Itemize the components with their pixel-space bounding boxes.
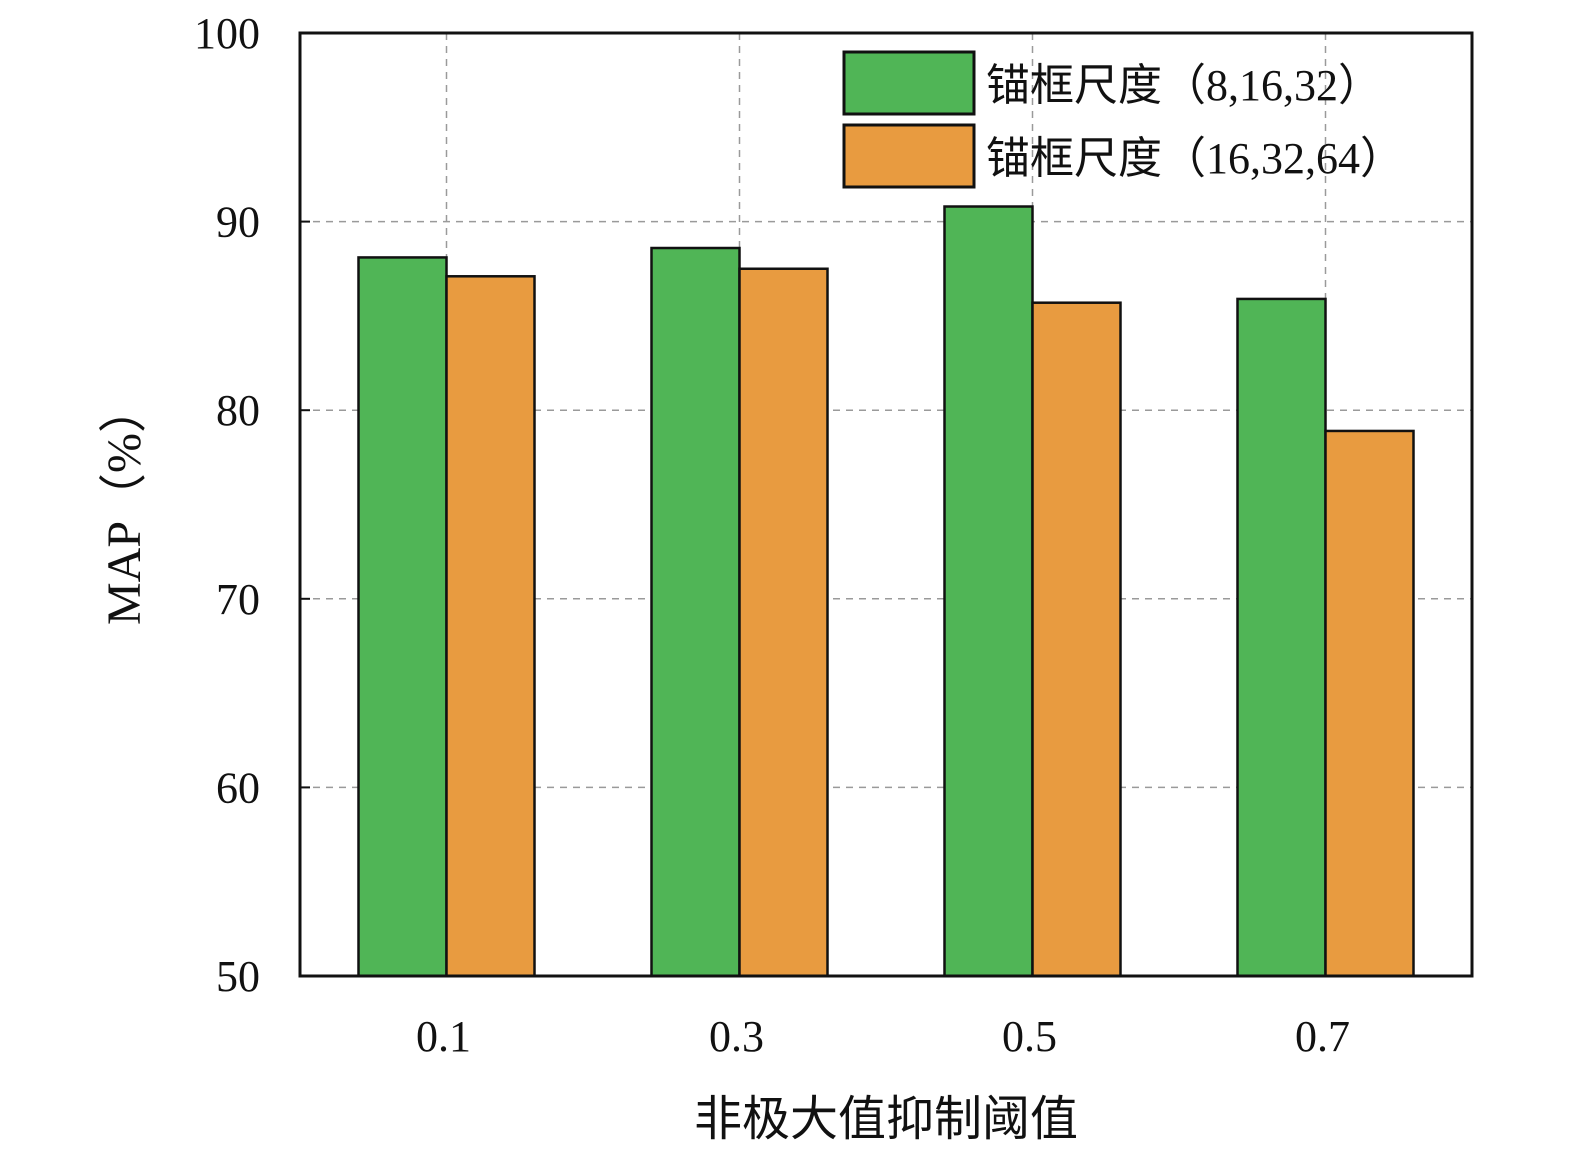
bar-series-2-0.3 [738, 267, 829, 978]
y-tick-label: 60 [216, 763, 260, 812]
bar-series-1-0.3 [650, 246, 741, 978]
y-tick-label: 50 [216, 952, 260, 1001]
legend-swatch-series-1 [842, 50, 976, 116]
y-tick-label: 100 [194, 9, 260, 58]
bar-series-2-0.7 [1324, 429, 1415, 978]
legend-swatch-series-2 [842, 123, 976, 189]
bar-series-1-0.7 [1236, 297, 1327, 978]
x-tick-label: 0.3 [709, 1012, 764, 1061]
y-axis-title: MAP（%） [98, 385, 151, 625]
y-tick-label: 90 [216, 198, 260, 247]
legend-label-series-1: 锚框尺度（8,16,32） [986, 61, 1382, 110]
x-tick-label: 0.5 [1002, 1012, 1057, 1061]
bar-series-1-0.1 [357, 256, 448, 978]
plot-frame [298, 31, 1474, 978]
x-axis-ticks: 0.1 0.3 0.5 0.7 [416, 966, 1350, 1061]
x-tick-label: 0.7 [1295, 1012, 1350, 1061]
y-tick-label: 80 [216, 386, 260, 435]
y-tick-label: 70 [216, 575, 260, 624]
x-axis-title: 非极大值抑制阈值 [694, 1093, 1078, 1146]
y-axis-ticks: 50 60 70 80 90 100 [194, 9, 310, 1001]
bar-series-1-0.5 [943, 205, 1034, 978]
x-tick-label: 0.1 [416, 1012, 471, 1061]
legend-label-series-2: 锚框尺度（16,32,64） [986, 134, 1404, 183]
bar-series-2-0.5 [1031, 301, 1122, 978]
bar-series-2-0.1 [445, 275, 536, 978]
legend: 锚框尺度（8,16,32） 锚框尺度（16,32,64） [842, 50, 1404, 189]
bars [357, 205, 1415, 978]
